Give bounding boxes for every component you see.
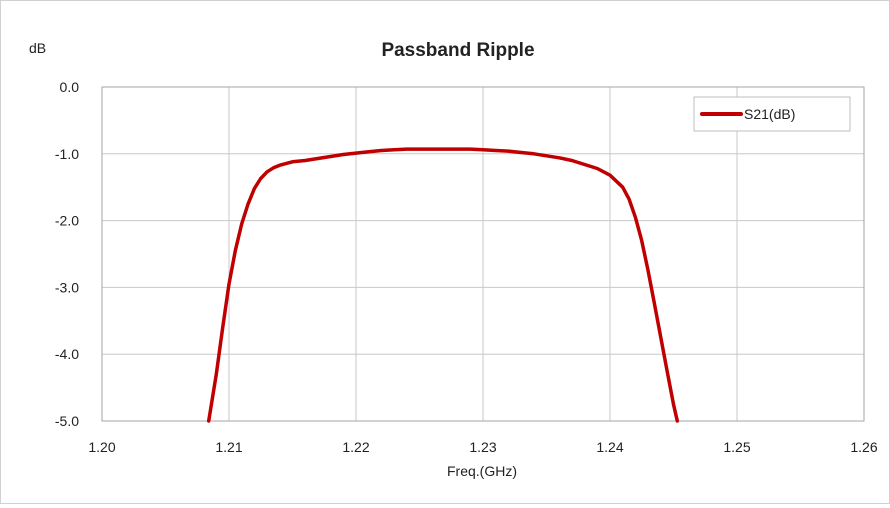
legend: S21(dB) bbox=[693, 96, 851, 132]
y-tick-label: -5.0 bbox=[55, 413, 79, 429]
x-tick-label: 1.26 bbox=[850, 439, 877, 455]
x-axis-title: Freq.(GHz) bbox=[447, 463, 517, 479]
plot-area-border bbox=[101, 86, 865, 422]
x-tick-label: 1.22 bbox=[342, 439, 369, 455]
x-tick-label: 1.23 bbox=[469, 439, 496, 455]
x-tick-label: 1.20 bbox=[88, 439, 115, 455]
legend-label: S21(dB) bbox=[744, 106, 795, 122]
series-line-0 bbox=[206, 147, 680, 423]
x-tick-label: 1.21 bbox=[215, 439, 242, 455]
y-tick-label: -1.0 bbox=[55, 146, 79, 162]
tick-layer: 0.0 -1.0 -2.0 -3.0 -4.0 -5.0 1.20 1.21 1.22 1.23 1… bbox=[55, 79, 878, 455]
y-tick-label: 0.0 bbox=[60, 79, 80, 95]
y-tick-label: -3.0 bbox=[55, 279, 79, 295]
y-axis-title: dB bbox=[29, 40, 46, 56]
chart-title: Passband Ripple bbox=[381, 40, 534, 61]
x-tick-label: 1.25 bbox=[723, 439, 750, 455]
y-tick-label: -4.0 bbox=[55, 346, 79, 362]
series-layer bbox=[206, 147, 680, 423]
y-tick-label: -2.0 bbox=[55, 213, 79, 229]
grid-layer bbox=[101, 86, 865, 422]
x-tick-label: 1.24 bbox=[596, 439, 623, 455]
